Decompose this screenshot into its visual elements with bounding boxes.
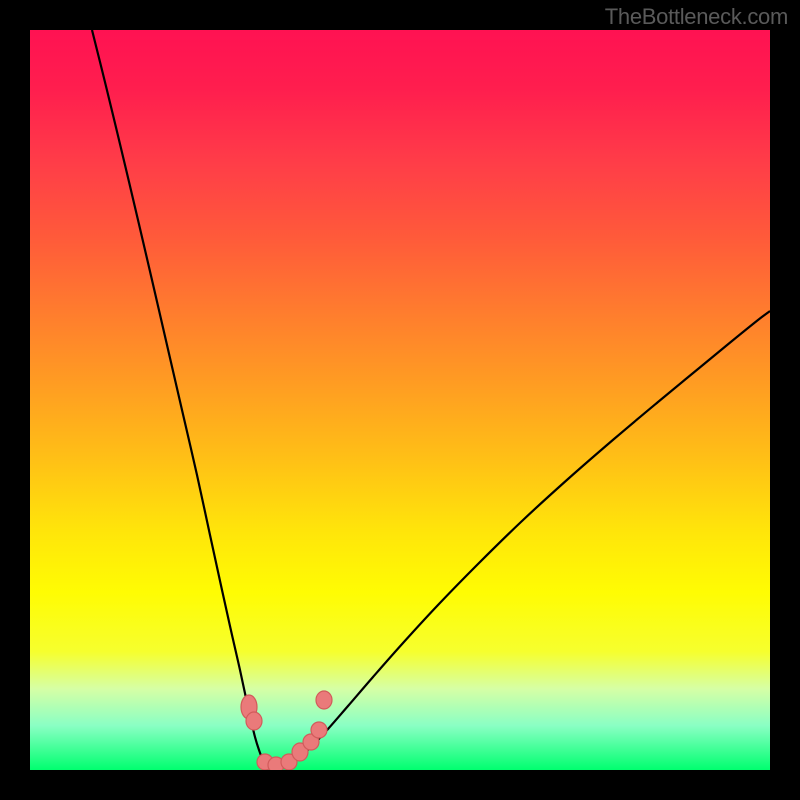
plot-stage: [30, 30, 770, 770]
curve-right: [273, 311, 770, 770]
watermark-text: TheBottleneck.com: [605, 4, 788, 30]
curve-left: [92, 30, 273, 770]
data-marker: [316, 691, 332, 709]
plot-svg: [30, 30, 770, 770]
data-marker: [311, 722, 327, 738]
data-marker: [246, 712, 262, 730]
